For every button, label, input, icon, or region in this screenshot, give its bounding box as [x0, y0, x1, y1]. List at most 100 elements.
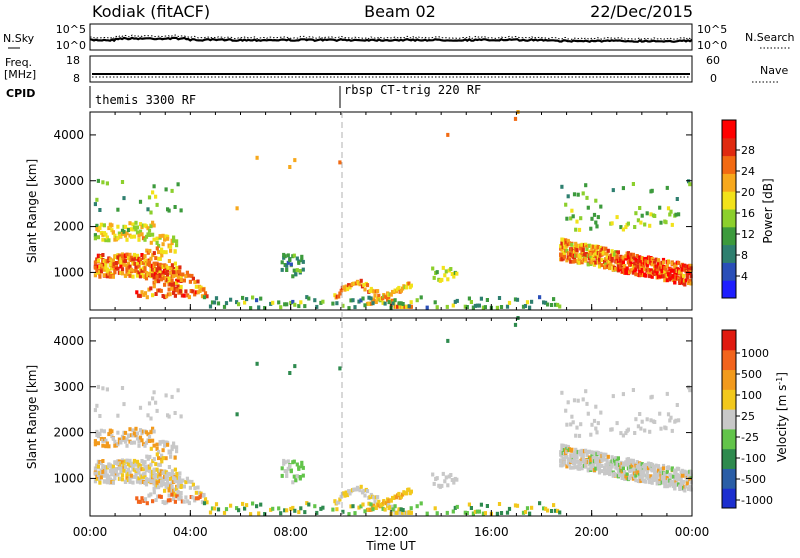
velocity-cell	[440, 483, 444, 488]
velocity-cell	[495, 511, 499, 516]
power-cell	[271, 300, 275, 305]
power-cell	[93, 233, 97, 238]
power-cell	[158, 266, 162, 271]
colorbar-swatch	[722, 191, 736, 210]
power-cell	[565, 258, 569, 263]
power-cell	[670, 222, 674, 227]
power-cell	[101, 237, 105, 242]
power-cell	[129, 234, 134, 239]
velocity-cell	[574, 465, 578, 470]
velocity-cell	[377, 499, 381, 504]
power-cell	[152, 284, 156, 289]
power-cell	[552, 297, 556, 302]
power-cell	[562, 254, 566, 259]
power-cell	[125, 252, 129, 257]
velocity-cell	[659, 426, 663, 431]
velocity-cell	[108, 463, 112, 468]
velocity-cell	[634, 478, 638, 483]
velocity-cell	[665, 469, 669, 474]
power-cell	[687, 179, 691, 184]
velocity-cell	[664, 426, 668, 431]
velocity-cell	[675, 403, 679, 407]
velocity-cell	[399, 507, 403, 512]
power-cell	[650, 274, 654, 279]
velocity-cell	[338, 366, 342, 371]
velocity-cell	[638, 412, 642, 416]
velocity-cell	[682, 479, 686, 484]
velocity-cell	[479, 502, 483, 507]
power-cell	[640, 270, 644, 275]
power-cell	[98, 208, 102, 212]
power-cell	[163, 282, 167, 287]
velocity-cell	[450, 478, 454, 482]
power-cell	[98, 274, 102, 279]
velocity-cell	[648, 480, 652, 485]
velocity-cell	[610, 455, 614, 460]
velocity-cell	[105, 441, 109, 446]
velocity-cell	[167, 414, 171, 419]
velocity-cell	[188, 485, 192, 490]
velocity-cell	[237, 508, 241, 513]
power-cell	[241, 295, 245, 300]
power-cell	[116, 224, 120, 229]
power-cell	[216, 301, 221, 306]
freq-right-label: Nave	[760, 64, 788, 77]
velocity-cell	[584, 448, 588, 453]
velocity-cell	[595, 430, 599, 435]
power-cell	[451, 303, 455, 308]
power-cell	[237, 302, 241, 307]
velocity-cell	[389, 498, 393, 503]
velocity-cell	[670, 428, 674, 433]
power-cell	[611, 188, 615, 193]
velocity-cell	[149, 446, 153, 451]
velocity-cell	[93, 439, 97, 444]
velocity-cell	[499, 511, 504, 515]
velocity-cell	[609, 468, 613, 473]
power-cell	[639, 265, 643, 270]
velocity-cell	[157, 456, 161, 461]
freq-left-tick-bottom: 8	[73, 72, 80, 85]
power-cell	[135, 225, 140, 230]
colorbar-swatch	[722, 389, 736, 410]
power-cell	[399, 288, 403, 293]
velocity-cell	[374, 506, 378, 510]
power-cell	[445, 304, 449, 309]
velocity-cell	[119, 466, 123, 471]
velocity-cell	[663, 476, 667, 480]
power-cell	[651, 268, 656, 273]
power-colorbar-label: Power [dB]	[761, 178, 775, 243]
power-ylabel: Slant Range [km]	[25, 159, 39, 263]
power-cell	[636, 264, 640, 269]
power-cell	[136, 293, 141, 298]
power-cell	[135, 273, 140, 278]
power-cell	[128, 264, 132, 269]
power-cell	[194, 290, 198, 295]
velocity-cell	[507, 506, 512, 511]
power-cell	[280, 260, 284, 265]
power-cell	[621, 258, 625, 262]
cpid-label: CPID	[6, 87, 35, 100]
velocity-cell	[361, 502, 365, 507]
velocity-cell	[144, 482, 149, 487]
velocity-cell	[570, 448, 574, 453]
velocity-cell	[651, 474, 656, 479]
velocity-cell	[636, 424, 640, 429]
power-cell	[172, 266, 176, 271]
velocity-cell	[407, 510, 411, 515]
velocity-cell	[164, 393, 168, 398]
velocity-cell	[446, 483, 450, 488]
velocity-cell	[155, 452, 159, 457]
power-cell	[626, 255, 630, 260]
velocity-cell	[404, 491, 408, 496]
velocity-cell	[191, 495, 195, 500]
power-cell	[179, 278, 183, 282]
x-tick-label: 16:00	[474, 525, 509, 539]
power-cell	[391, 298, 395, 303]
velocity-cell	[646, 474, 651, 478]
power-cell	[198, 289, 202, 293]
colorbar-swatch	[722, 349, 736, 371]
velocity-ylabel: Slant Range [km]	[25, 365, 39, 469]
velocity-cell	[658, 411, 662, 416]
power-cell	[569, 259, 573, 264]
power-cell	[120, 180, 125, 184]
